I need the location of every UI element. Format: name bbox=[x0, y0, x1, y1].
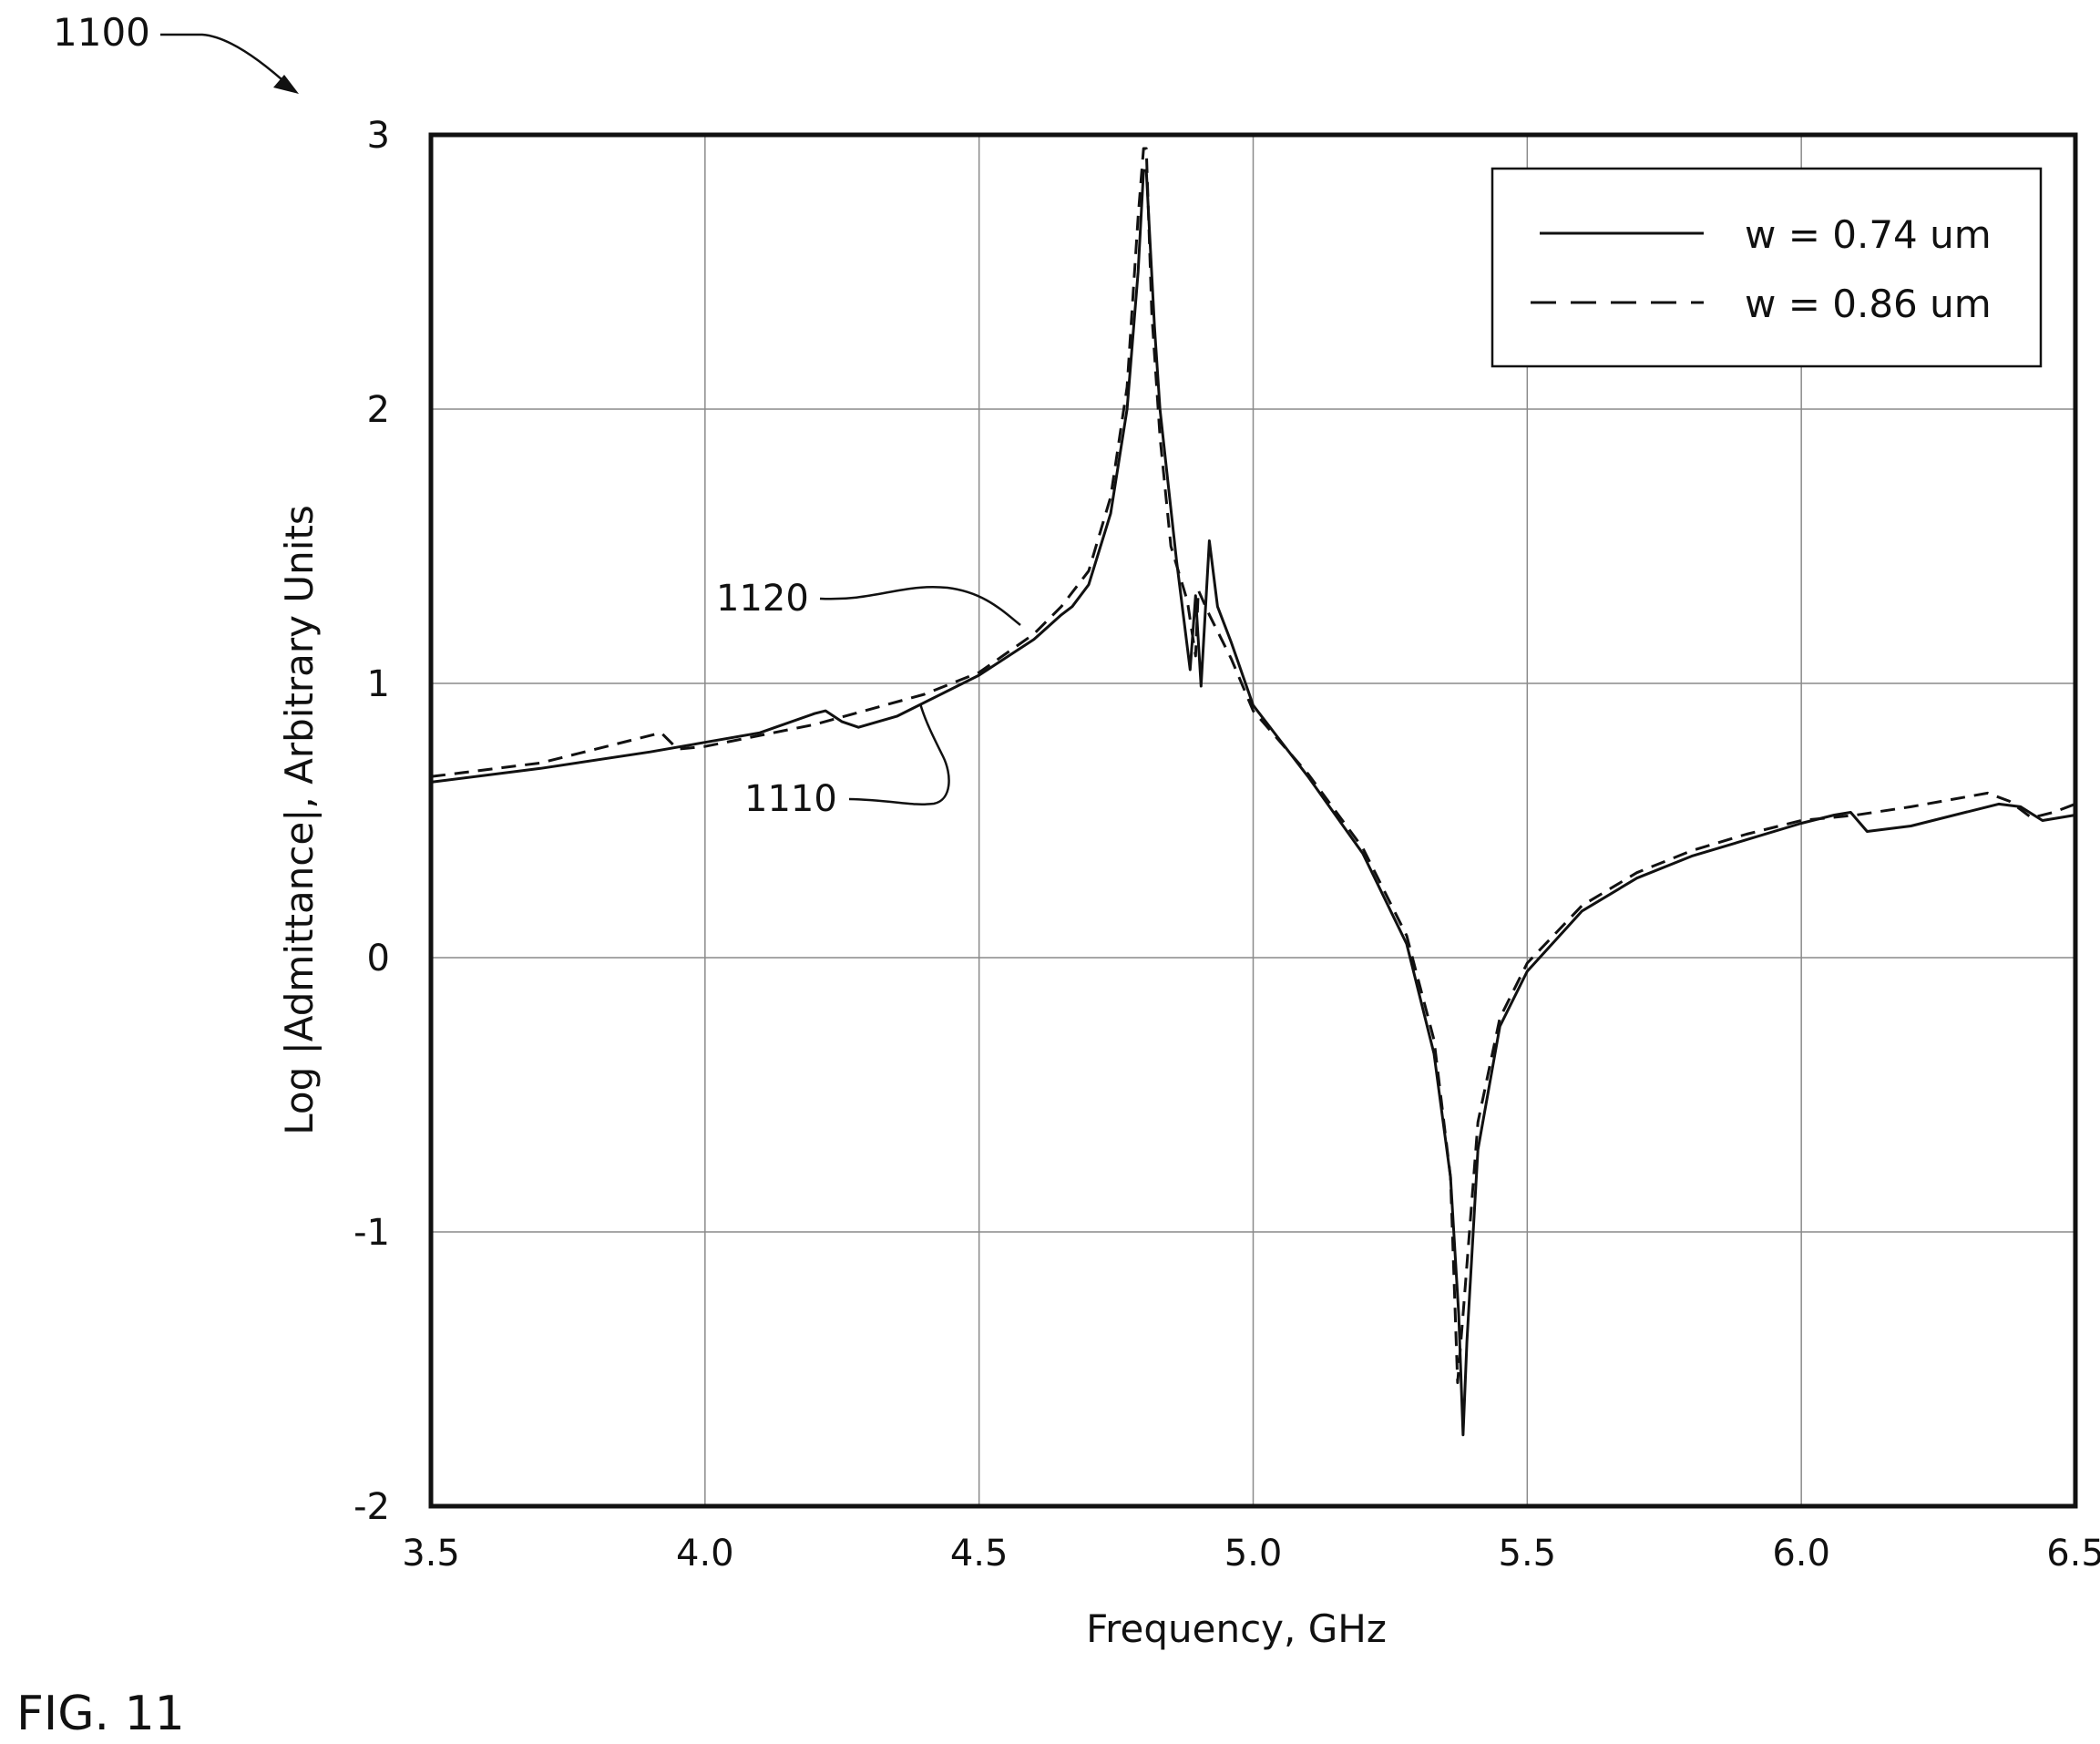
y-tick-label: 3 bbox=[367, 115, 390, 157]
x-tick-label: 5.0 bbox=[1224, 1533, 1283, 1575]
legend-label-1: w = 0.74 um bbox=[1745, 212, 1992, 257]
x-tick-label: 5.5 bbox=[1499, 1533, 1557, 1575]
x-tick-label: 6.5 bbox=[2046, 1533, 2100, 1575]
series-ref-1110: 1110 bbox=[744, 778, 837, 820]
figure-caption: FIG. 11 bbox=[16, 1687, 185, 1741]
legend-box bbox=[1490, 167, 2043, 368]
series-group bbox=[430, 147, 2076, 1437]
ref-1120-leader bbox=[819, 586, 1021, 626]
series-line-1110 bbox=[430, 169, 2076, 1437]
x-axis-label: Frequency, GHz bbox=[1086, 1606, 1387, 1651]
plot-frame bbox=[428, 132, 2078, 1509]
ref-1110-leader bbox=[848, 703, 950, 805]
y-tick-label: 1 bbox=[367, 663, 390, 705]
figure-arrow-icon bbox=[160, 33, 291, 87]
x-tick-labels: 3.5 4.0 4.5 5.0 5.5 6.0 6.5 bbox=[402, 1533, 2100, 1575]
x-tick-label: 3.5 bbox=[402, 1533, 460, 1575]
series-ref-1120: 1120 bbox=[716, 578, 809, 620]
y-tick-labels: 3 2 1 0 -1 -2 bbox=[353, 115, 390, 1528]
x-tick-label: 6.0 bbox=[1772, 1533, 1830, 1575]
y-axis-label: Log |Admittance|, Arbitrary Units bbox=[277, 505, 322, 1134]
figure-number: 1100 bbox=[53, 10, 150, 55]
y-tick-label: 2 bbox=[367, 389, 390, 431]
y-tick-label: 0 bbox=[367, 938, 390, 980]
x-tick-label: 4.5 bbox=[950, 1533, 1009, 1575]
y-tick-label: -2 bbox=[353, 1486, 390, 1528]
x-tick-label: 4.0 bbox=[676, 1533, 734, 1575]
y-tick-label: -1 bbox=[353, 1212, 390, 1254]
legend: w = 0.74 um w = 0.86 um bbox=[1490, 167, 2043, 368]
legend-label-2: w = 0.86 um bbox=[1745, 282, 1992, 326]
figure-arrow-head-icon bbox=[273, 75, 299, 94]
series-line-1120 bbox=[430, 147, 2076, 1384]
